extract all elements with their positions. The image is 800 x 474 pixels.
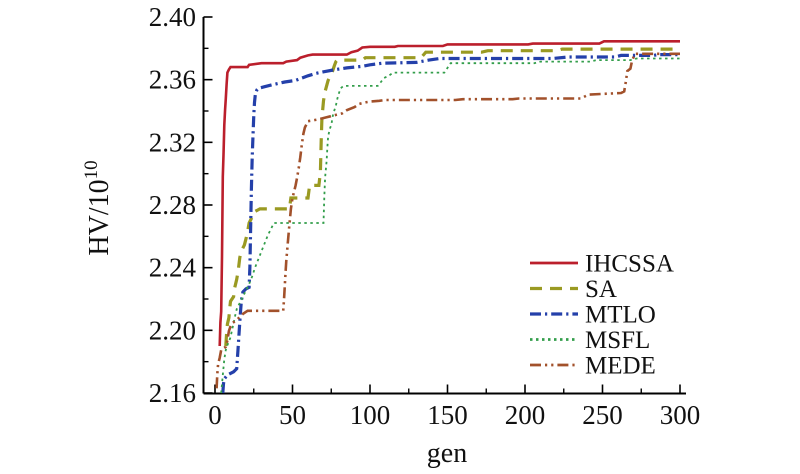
legend-item-ihcssa: IHCSSA <box>530 251 674 278</box>
y-tick-label: 2.20 <box>149 315 196 345</box>
legend-item-sa: SA <box>530 276 617 303</box>
series-line-sa <box>224 47 680 347</box>
x-axis-title: gen <box>427 438 467 469</box>
y-tick-label: 2.32 <box>149 127 196 157</box>
legend-label-sa: SA <box>585 276 617 303</box>
axes-group: 0 50 100 150 200 250 300 2.16 2.20 2.24 2.28 2.32 2.… <box>149 2 701 430</box>
y-axis-title: HV/1010 <box>81 160 115 255</box>
x-tick-label: 250 <box>582 400 623 430</box>
y-tick-label: 2.16 <box>149 378 196 408</box>
y-tick-label: 2.36 <box>149 65 196 95</box>
x-tick-label: 100 <box>350 400 391 430</box>
series-line-mtlo <box>221 52 680 394</box>
series-line-mede <box>215 52 680 389</box>
x-tick-label: 200 <box>505 400 546 430</box>
y-tick-label: 2.28 <box>149 190 196 220</box>
x-tick-label: 0 <box>208 400 222 430</box>
legend-label-ihcssa: IHCSSA <box>585 251 674 278</box>
legend-item-mede: MEDE <box>530 353 656 380</box>
legend-item-mtlo: MTLO <box>530 302 656 329</box>
x-tick-label: 300 <box>660 400 701 430</box>
y-tick-label: 2.24 <box>149 253 197 283</box>
y-tick-label: 2.40 <box>149 2 196 32</box>
legend-item-msfl: MSFL <box>530 327 650 354</box>
x-tick-label: 150 <box>427 400 468 430</box>
series-line-ihcssa <box>218 39 680 347</box>
series-group <box>215 39 680 394</box>
legend-label-msfl: MSFL <box>585 327 650 354</box>
legend-label-mede: MEDE <box>585 353 656 380</box>
legend-label-mtlo: MTLO <box>585 302 656 329</box>
x-tick-label: 50 <box>279 400 306 430</box>
